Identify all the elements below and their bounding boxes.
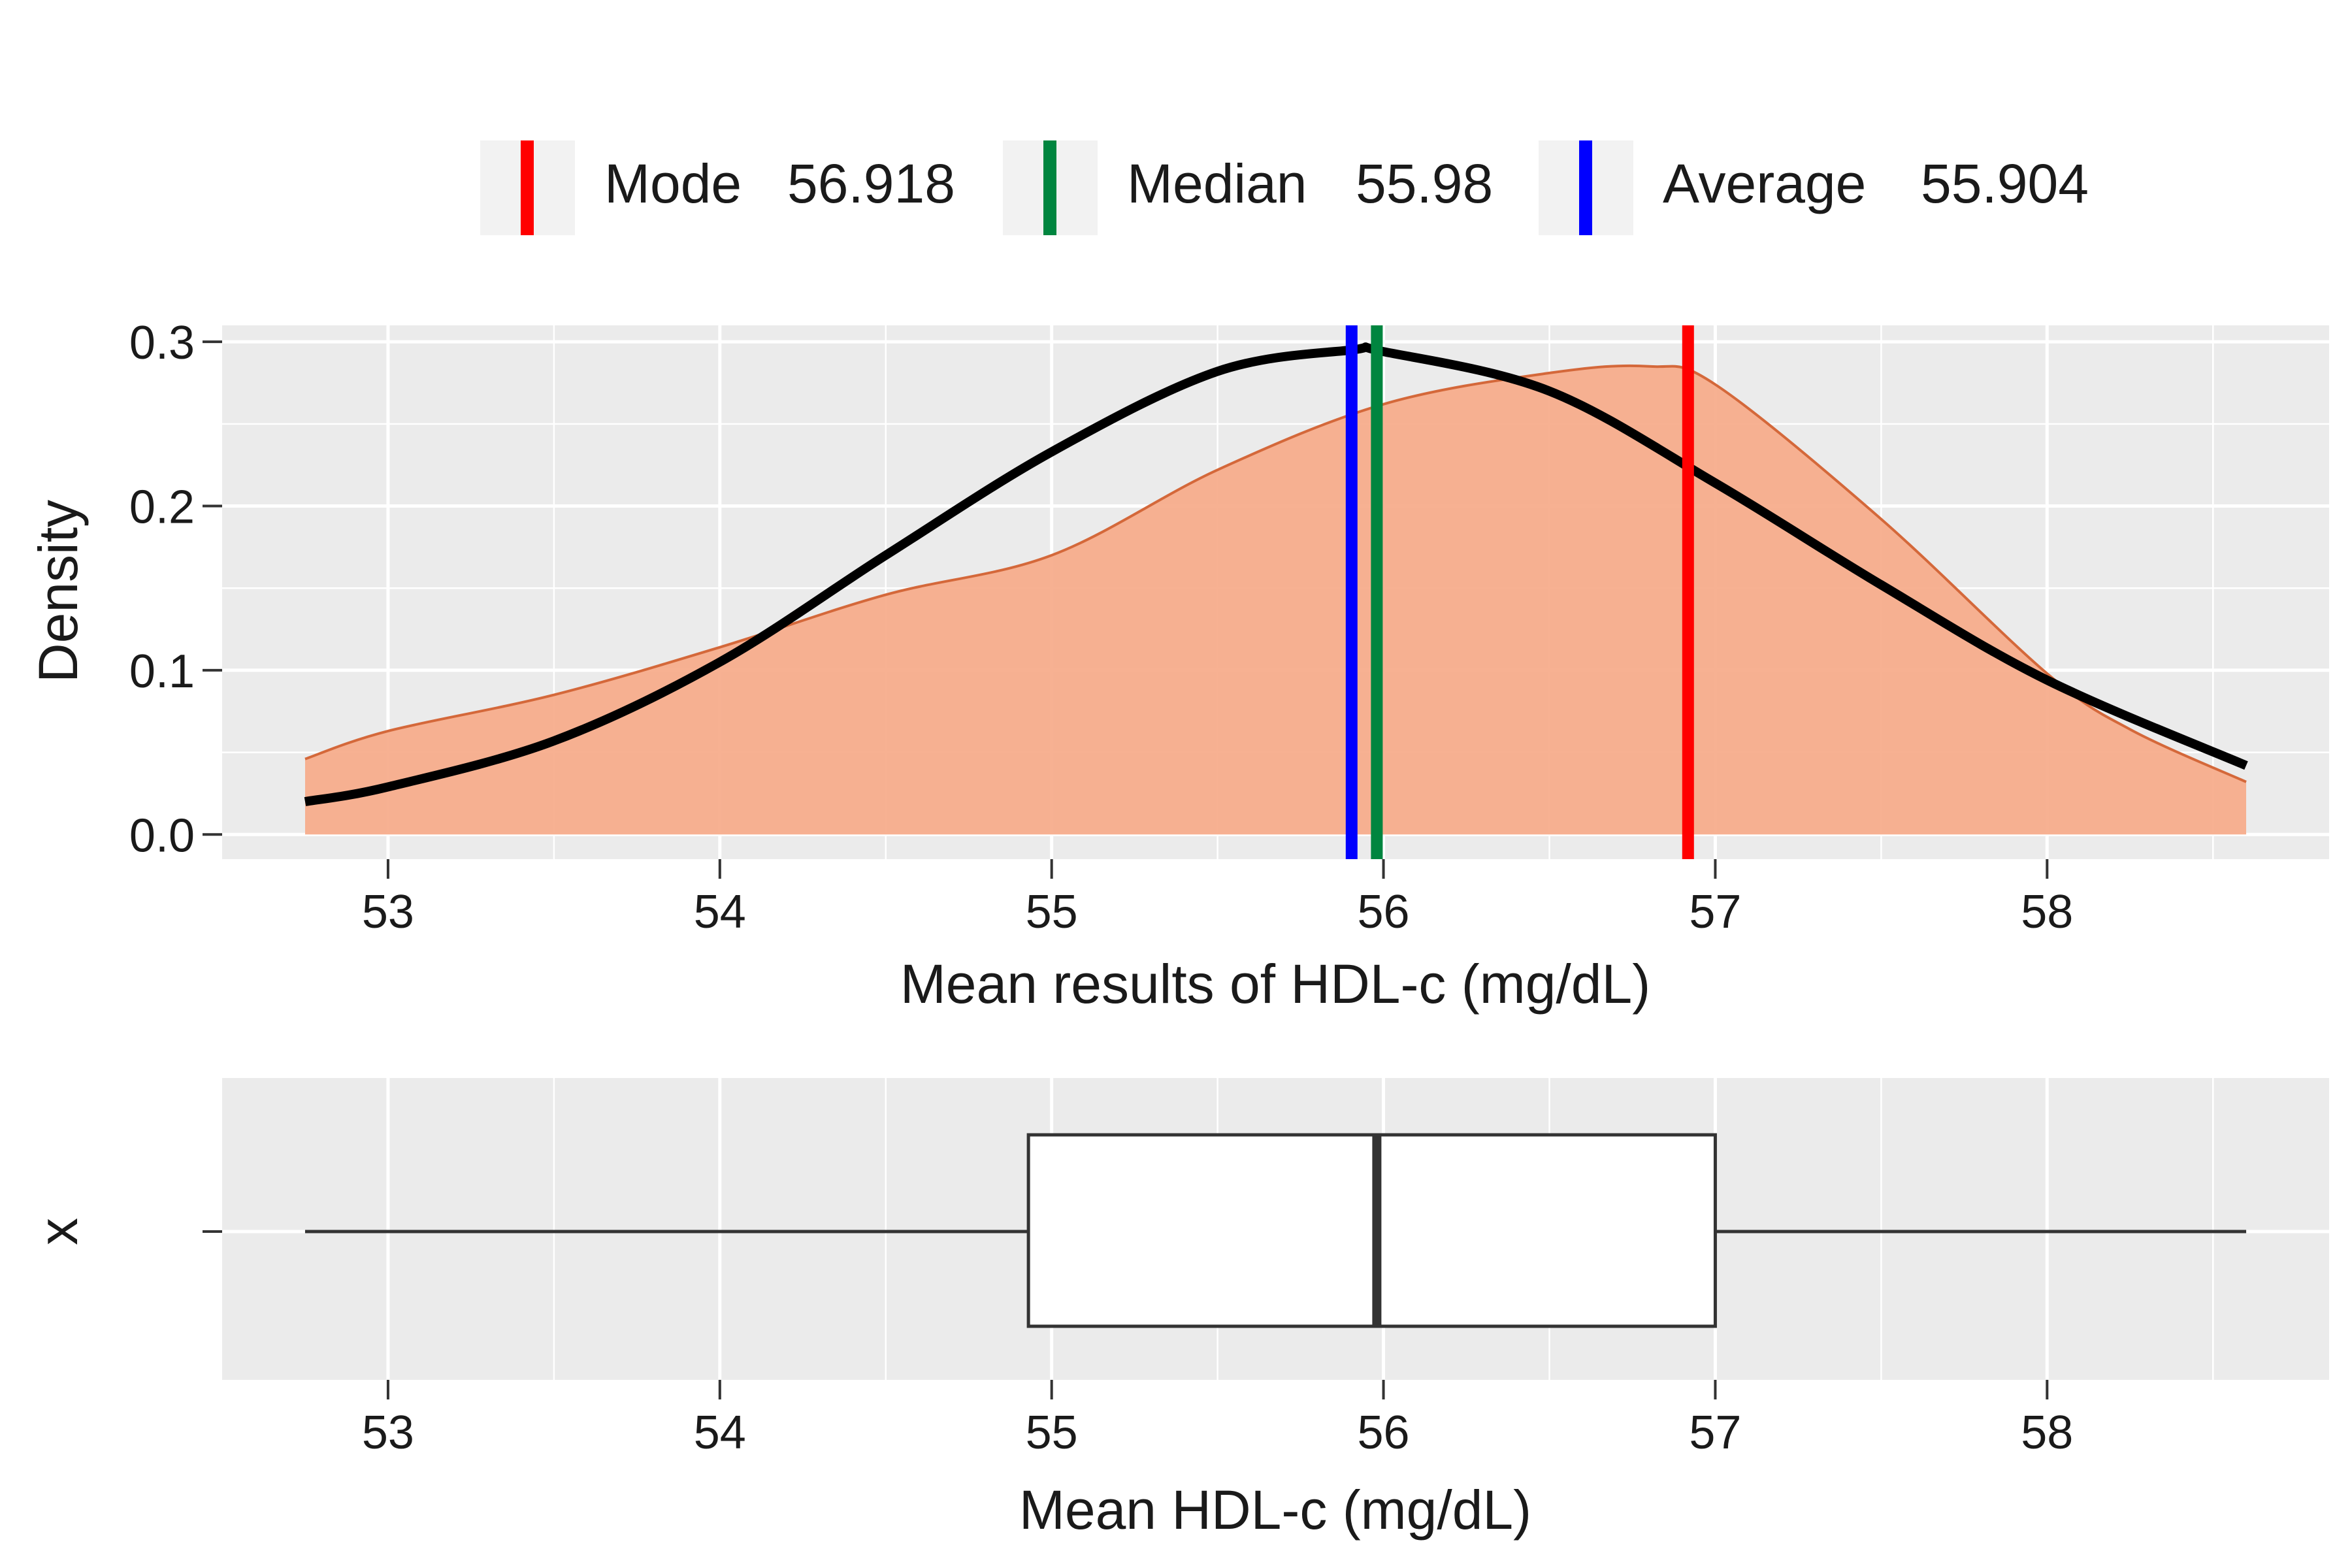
boxplot-x-axis: 53 54 55 56 57 58 [362,1380,2073,1459]
boxplot-x-tick-label: 56 [1358,1407,1410,1459]
legend-item-mode: Mode 56.918 [480,140,955,235]
legend-label-median: Median [1127,153,1307,214]
legend-item-average: Average 55.904 [1539,140,2089,235]
density-x-tick-label: 57 [1689,886,1741,938]
boxplot-x-tick-label: 58 [2021,1407,2073,1459]
legend-item-median: Median 55.98 [1003,140,1493,235]
boxplot-x-axis-title: Mean HDL-c (mg/dL) [1019,1479,1531,1541]
boxplot-panel: 53 54 55 56 57 58 x Mean HDL-c (mg/dL) [27,1078,2329,1541]
boxplot-x-tick-label: 55 [1026,1407,1078,1459]
density-x-axis-title: Mean results of HDL-c (mg/dL) [900,953,1650,1015]
legend-label-average: Average [1663,153,1866,214]
density-x-tick-label: 58 [2021,886,2073,938]
density-y-tick-label: 0.3 [129,317,195,369]
legend-value-average: 55.904 [1921,153,2089,214]
density-x-tick-label: 56 [1358,886,1410,938]
legend-label-mode: Mode [604,153,742,214]
density-x-tick-label: 55 [1026,886,1078,938]
density-curve [304,364,2247,783]
density-y-tick-label: 0.0 [129,809,195,862]
boxplot-x-tick-label: 54 [694,1407,746,1459]
boxplot-y-axis-title: x [27,1218,89,1245]
density-y-axis: 0.0 0.1 0.2 0.3 [129,317,222,862]
boxplot-x-tick-label: 53 [362,1407,414,1459]
density-y-axis-title: Density [27,500,89,683]
density-x-axis: 53 54 55 56 57 58 [362,859,2073,938]
boxplot-x-tick-label: 57 [1689,1407,1741,1459]
normal-fit-curve [304,342,2248,806]
legend-value-mode: 56.918 [787,153,955,214]
density-y-tick-label: 0.1 [129,645,195,698]
density-area [305,365,2246,835]
density-x-tick-label: 53 [362,886,414,938]
density-y-tick-label: 0.2 [129,482,195,534]
legend: Mode 56.918 Median 55.98 Average 55.904 [480,140,2089,235]
density-panel: 0.0 0.1 0.2 0.3 53 54 55 56 57 58 Density Mean r… [27,317,2329,1015]
boxplot-box [1026,1133,1717,1328]
density-x-tick-label: 54 [694,886,746,938]
legend-value-median: 55.98 [1356,153,1493,214]
